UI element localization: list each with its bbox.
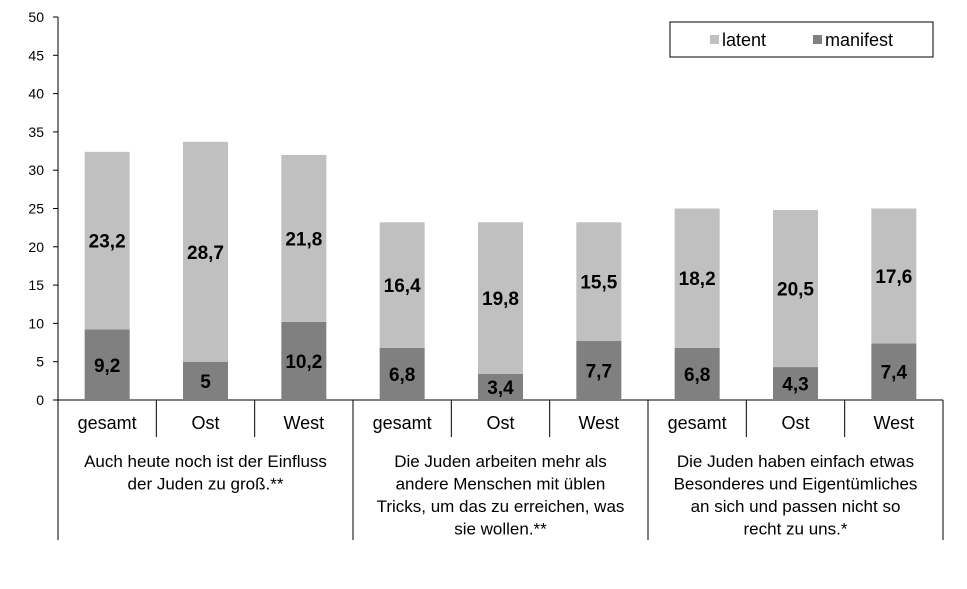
y-tick-label: 50 [28, 9, 44, 25]
category-label: Ost [191, 413, 219, 433]
data-label-latent: 19,8 [482, 289, 519, 310]
legend-swatch-manifest [813, 35, 822, 44]
bar-manifest [674, 347, 720, 400]
data-label-manifest: 7,7 [586, 362, 612, 383]
category-label: West [283, 413, 324, 433]
category-label: gesamt [373, 413, 432, 433]
group-label-line: recht zu uns.* [744, 520, 848, 539]
y-tick-label: 35 [28, 124, 44, 140]
bar-latent [576, 222, 622, 342]
data-label-manifest: 9,2 [94, 356, 120, 377]
category-label: Ost [486, 413, 514, 433]
data-label-manifest: 10,2 [285, 352, 322, 373]
group-label: Die Juden haben einfach etwas Besonderes … [674, 452, 918, 539]
bar-latent [773, 210, 818, 368]
group-label-line: Auch heute noch ist der Einfluss [84, 452, 327, 471]
y-tick-label: 30 [28, 162, 44, 178]
data-label-latent: 16,4 [384, 276, 421, 297]
group-label-line: der Juden zu groß.** [128, 475, 284, 494]
data-label-latent: 17,6 [875, 267, 912, 288]
y-tick-label: 25 [28, 201, 44, 217]
group-label-line: Die Juden haben einfach etwas [677, 452, 914, 471]
group-label-line: Besonderes und Eigentümliches [674, 475, 918, 494]
data-label-latent: 28,7 [187, 243, 224, 264]
bar-latent [478, 222, 523, 374]
y-tick-label: 20 [28, 239, 44, 255]
group-label: Auch heute noch ist der Einfluss der Jude… [84, 452, 327, 494]
data-label-manifest: 3,4 [487, 378, 514, 399]
bar-manifest [379, 347, 425, 400]
category-label: West [578, 413, 619, 433]
y-tick-label: 10 [28, 315, 44, 331]
group-label-line: sie wollen.** [454, 520, 547, 539]
legend-label-latent: latent [722, 30, 766, 50]
bar-latent [379, 222, 425, 348]
data-label-manifest: 5 [200, 372, 211, 393]
legend-box [669, 21, 934, 58]
data-label-latent: 23,2 [89, 232, 126, 253]
data-label-manifest: 6,8 [389, 365, 415, 386]
data-label-latent: 15,5 [580, 273, 617, 294]
category-label: Ost [781, 413, 809, 433]
data-label-manifest: 6,8 [684, 365, 710, 386]
legend-label-manifest: manifest [825, 30, 893, 50]
bar-latent [871, 208, 917, 344]
group-label-line: andere Menschen mit üblen [396, 475, 606, 494]
bar-manifest [773, 367, 818, 400]
y-tick-label: 5 [36, 354, 44, 370]
y-tick-label: 15 [28, 277, 44, 293]
bar-latent [674, 208, 720, 348]
data-label-manifest: 4,3 [782, 375, 808, 396]
group-label-line: Tricks, um das zu erreichen, was [377, 497, 625, 516]
group-label: Die Juden arbeiten mehr als andere Mensch… [377, 452, 625, 539]
bar-manifest [281, 321, 327, 400]
y-tick-label: 0 [36, 392, 44, 408]
category-label: West [873, 413, 914, 433]
category-label: gesamt [668, 413, 727, 433]
group-label-line: Die Juden arbeiten mehr als [394, 452, 607, 471]
bar-latent [84, 151, 130, 330]
category-label: gesamt [78, 413, 137, 433]
data-label-manifest: 7,4 [881, 363, 908, 384]
bar-manifest [478, 373, 523, 400]
data-label-latent: 21,8 [285, 229, 322, 250]
bar-latent [183, 141, 228, 362]
data-label-latent: 18,2 [679, 269, 716, 290]
bar-manifest [183, 361, 228, 400]
bar-manifest [871, 343, 917, 400]
group-label-line: an sich und passen nicht so [691, 497, 901, 516]
bar-manifest [84, 329, 130, 400]
legend-swatch-latent [710, 35, 719, 44]
bar-manifest [576, 341, 622, 400]
bar-latent [281, 154, 327, 322]
data-label-latent: 20,5 [777, 280, 814, 301]
y-tick-label: 45 [28, 47, 44, 63]
y-tick-label: 40 [28, 86, 44, 102]
